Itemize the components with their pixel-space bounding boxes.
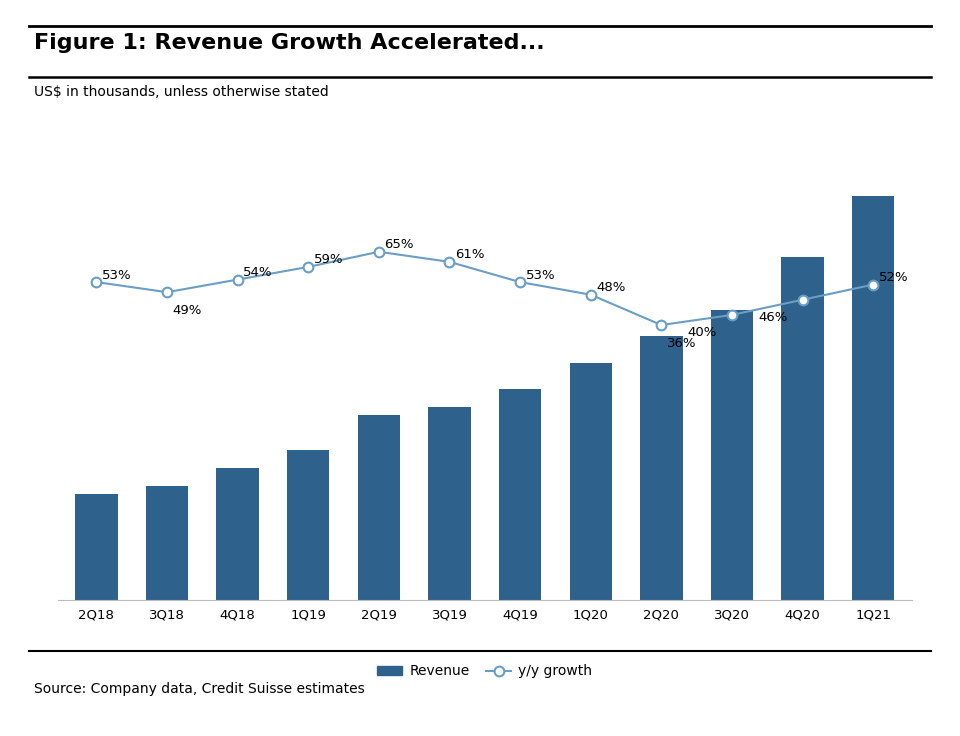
Bar (216, 468, 259, 600)
Bar (710, 310, 754, 600)
Bar (428, 406, 470, 600)
Text: 54%: 54% (243, 266, 273, 279)
Text: 40%: 40% (687, 327, 717, 339)
Bar (287, 450, 329, 600)
Bar (358, 415, 400, 600)
Bar (852, 196, 895, 600)
Text: 36%: 36% (667, 336, 696, 350)
Text: Figure 1: Revenue Growth Accelerated...: Figure 1: Revenue Growth Accelerated... (34, 33, 544, 53)
Text: US$ in thousands, unless otherwise stated: US$ in thousands, unless otherwise state… (34, 85, 328, 99)
Text: 65%: 65% (384, 238, 414, 251)
Legend: Revenue, y/y growth: Revenue, y/y growth (372, 659, 598, 684)
Text: 59%: 59% (314, 253, 344, 266)
Text: 46%: 46% (758, 311, 787, 325)
Bar (781, 257, 824, 600)
Text: 48%: 48% (596, 281, 626, 294)
Bar (499, 389, 541, 600)
Bar (569, 363, 612, 600)
Text: 53%: 53% (526, 269, 555, 282)
Bar (75, 495, 118, 600)
Text: Source: Company data, Credit Suisse estimates: Source: Company data, Credit Suisse esti… (34, 682, 365, 696)
Text: 53%: 53% (102, 269, 132, 282)
Text: 52%: 52% (878, 271, 908, 284)
Text: 61%: 61% (455, 249, 485, 261)
Bar (146, 486, 188, 600)
Bar (640, 336, 683, 600)
Text: 49%: 49% (173, 304, 202, 316)
